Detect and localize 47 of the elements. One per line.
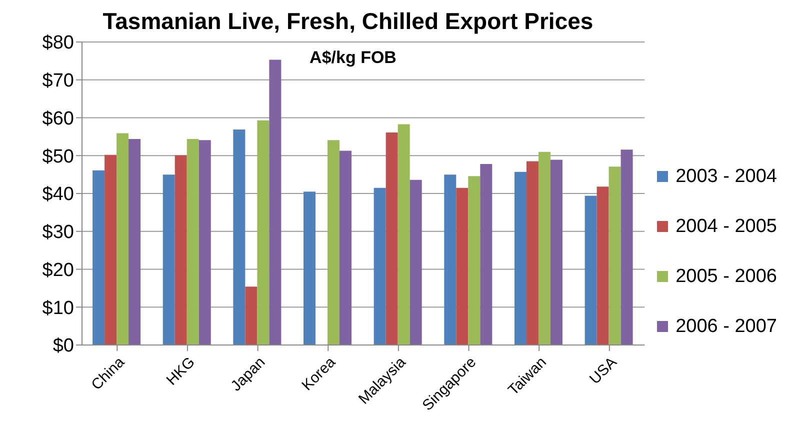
bar	[245, 286, 258, 345]
y-tick-label: $30	[42, 222, 74, 244]
bar	[386, 132, 398, 345]
y-tick-label: $10	[42, 298, 74, 319]
bar	[398, 124, 410, 345]
bar	[444, 174, 456, 345]
bar	[620, 150, 633, 345]
bar	[116, 133, 129, 345]
bar	[328, 140, 340, 345]
y-tick-label: $20	[42, 260, 74, 281]
y-tick-label: $40	[42, 184, 74, 206]
bar	[269, 60, 282, 345]
bar	[526, 161, 538, 345]
y-tick-label: $60	[42, 108, 74, 130]
bar	[596, 186, 609, 345]
legend-label: 2005 - 2006	[676, 266, 777, 288]
bar	[104, 154, 117, 345]
bar	[410, 180, 422, 345]
bar	[584, 196, 597, 345]
legend-label: 2003 - 2004	[676, 166, 777, 188]
bar	[257, 120, 270, 345]
bar	[198, 140, 211, 345]
chart-title: Tasmanian Live, Fresh, Chilled Export Prices	[102, 8, 594, 34]
bar	[608, 166, 621, 345]
y-tick-label: $70	[42, 70, 74, 92]
bar	[480, 164, 492, 345]
bar	[340, 150, 352, 345]
bar	[128, 138, 141, 345]
legend-label: 2006 - 2007	[676, 316, 777, 338]
bar	[233, 129, 246, 345]
bar	[456, 188, 468, 345]
bar	[304, 192, 316, 345]
legend-label: 2004 - 2005	[676, 216, 777, 238]
y-tick-label: $0	[52, 336, 74, 357]
bar	[550, 160, 562, 345]
bar	[174, 155, 187, 345]
chart-subtitle: A$/kg FOB	[308, 48, 398, 68]
bar	[514, 172, 526, 345]
bar	[162, 174, 175, 345]
x-tick-label: USA	[586, 354, 620, 388]
bar	[186, 138, 199, 345]
bar	[92, 170, 105, 345]
bar	[374, 188, 386, 345]
y-tick-label: $50	[42, 146, 74, 168]
bar	[468, 176, 480, 345]
bar	[538, 152, 550, 345]
y-tick-label: $80	[42, 32, 74, 54]
